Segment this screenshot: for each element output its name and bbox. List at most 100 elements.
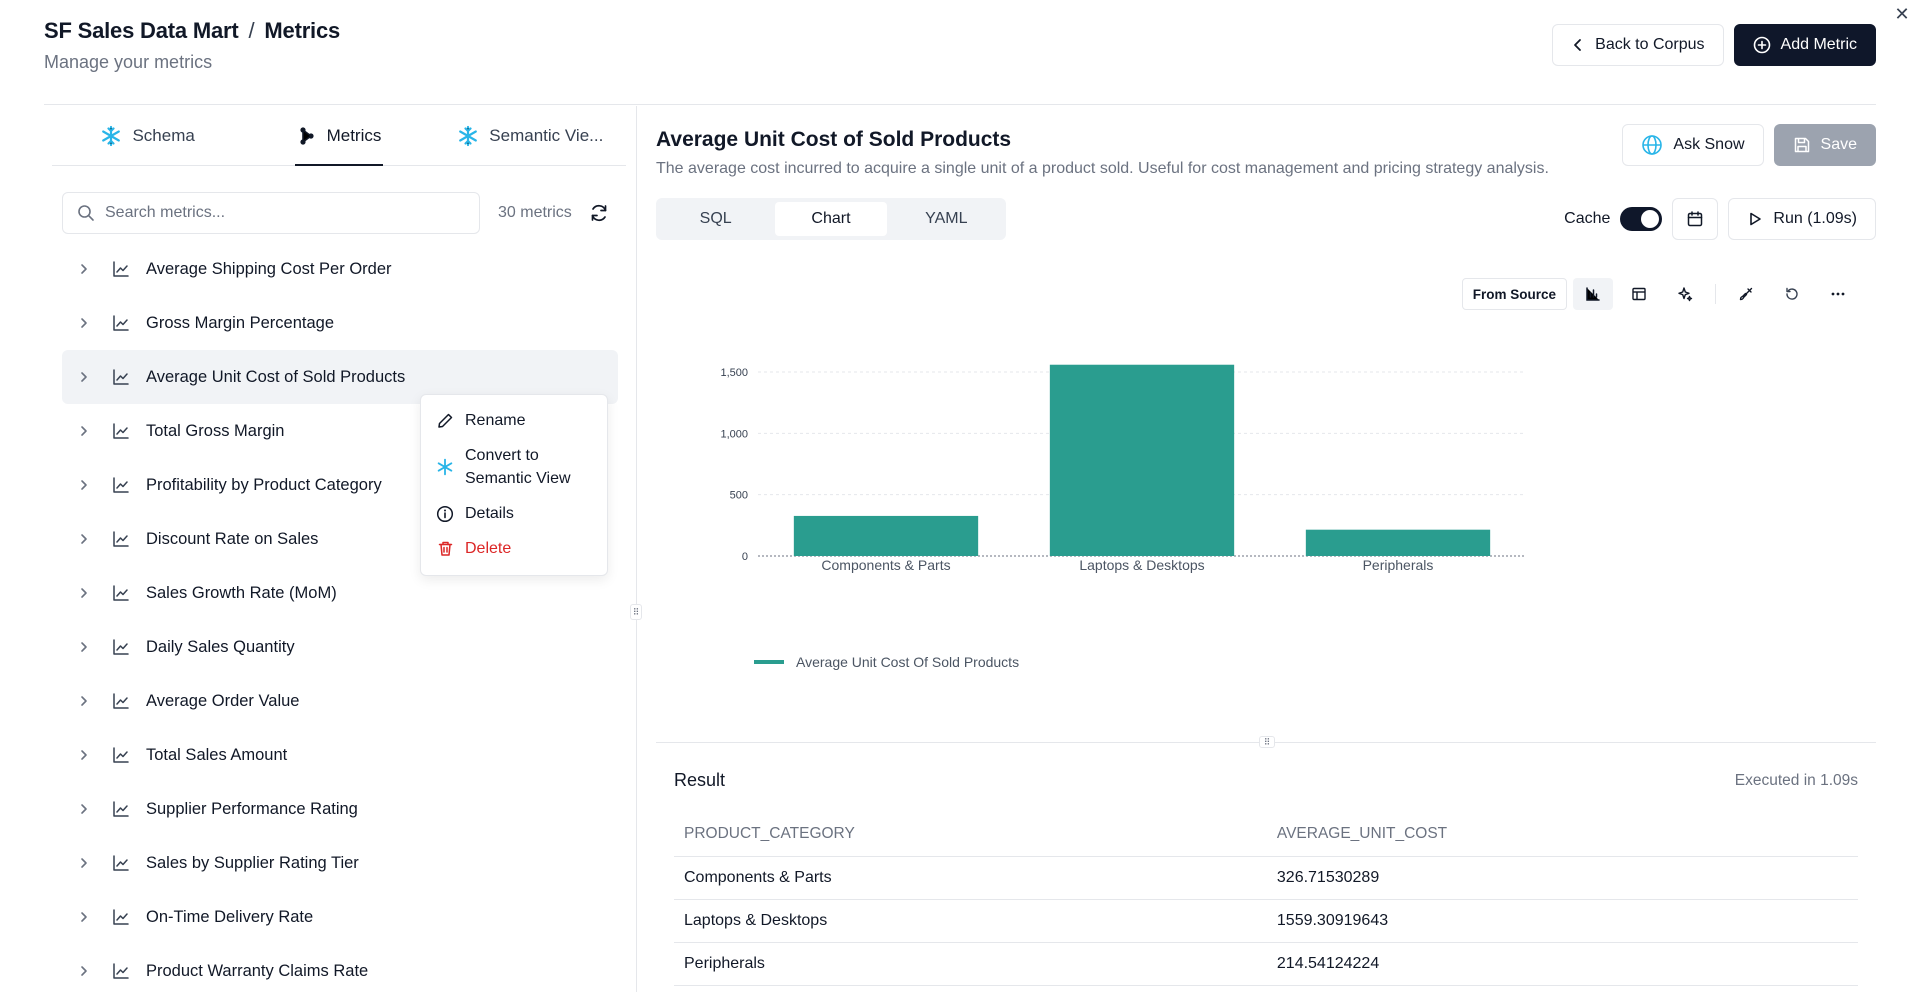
ask-snow-button[interactable]: Ask Snow xyxy=(1622,124,1764,166)
menu-item-convert[interactable]: Convert to Semantic View xyxy=(421,438,607,496)
metric-title: Average Unit Cost of Sold Products xyxy=(656,128,1012,151)
list-item[interactable]: Average Shipping Cost Per Order xyxy=(62,242,618,296)
column-header[interactable]: AVERAGE_UNIT_COST xyxy=(1266,812,1858,857)
menu-item-delete[interactable]: Delete xyxy=(421,531,607,566)
metric-detail-panel: Average Unit Cost of Sold Products The a… xyxy=(656,106,1876,992)
list-item[interactable]: Discount Rate on Sales xyxy=(62,512,618,566)
list-item[interactable]: Daily Sales Quantity xyxy=(62,620,618,674)
tab-metrics[interactable]: Metrics xyxy=(243,106,434,165)
list-item[interactable]: Sales by Supplier Rating Tier xyxy=(62,836,618,890)
search-placeholder: Search metrics... xyxy=(105,204,226,221)
more-options-icon[interactable] xyxy=(1818,278,1858,310)
line-chart-icon xyxy=(106,746,136,764)
metric-name: Product Warranty Claims Rate xyxy=(146,961,369,980)
x-tick-label: Components & Parts xyxy=(821,557,950,573)
trash-icon xyxy=(435,537,455,560)
list-item[interactable]: Gross Margin Percentage xyxy=(62,296,618,350)
list-item[interactable]: Product Warranty Claims Rate xyxy=(62,944,618,992)
reset-icon[interactable] xyxy=(1772,278,1812,310)
y-tick-label: 1,500 xyxy=(720,367,748,379)
tab-schema[interactable]: Schema xyxy=(52,106,243,165)
nodes-icon xyxy=(299,126,314,145)
refresh-icon[interactable] xyxy=(588,202,610,224)
paintbrush-icon[interactable] xyxy=(1726,278,1766,310)
chevron-right-icon[interactable] xyxy=(62,263,106,275)
chevron-right-icon[interactable] xyxy=(62,425,106,437)
menu-item-rename[interactable]: Rename xyxy=(421,403,607,438)
ask-snow-label: Ask Snow xyxy=(1673,136,1745,153)
list-item[interactable]: Profitability by Product Category xyxy=(62,458,618,512)
tab-schema-label: Schema xyxy=(132,125,195,145)
save-button[interactable]: Save xyxy=(1773,124,1876,166)
metrics-sidebar: Schema Metrics Semantic Vie... Search me… xyxy=(52,106,626,992)
metric-name: Discount Rate on Sales xyxy=(146,529,319,548)
metric-name: Average Order Value xyxy=(146,691,300,710)
x-tick-label: Peripherals xyxy=(1363,557,1434,573)
list-item[interactable]: On-Time Delivery Rate xyxy=(62,890,618,944)
save-label: Save xyxy=(1820,136,1857,153)
metric-context-menu: Rename Convert to Semantic View Details … xyxy=(420,394,608,576)
line-chart-icon xyxy=(106,638,136,656)
breadcrumb: SF Sales Data Mart / Metrics xyxy=(44,18,1876,44)
calendar-icon xyxy=(1688,211,1703,227)
menu-item-convert-label-1: Convert to xyxy=(465,447,539,464)
breadcrumb-root[interactable]: SF Sales Data Mart xyxy=(44,18,239,43)
line-chart-icon xyxy=(106,422,136,440)
menu-item-details[interactable]: Details xyxy=(421,496,607,531)
tab-chart[interactable]: Chart xyxy=(775,202,887,236)
list-item[interactable]: Supplier Performance Rating xyxy=(62,782,618,836)
chevron-right-icon[interactable] xyxy=(62,695,106,707)
chevron-right-icon[interactable] xyxy=(62,749,106,761)
list-item[interactable]: Total Gross Margin xyxy=(62,404,618,458)
bar-chart-icon[interactable] xyxy=(1573,278,1613,310)
table-view-icon[interactable] xyxy=(1619,278,1659,310)
chevron-right-icon[interactable] xyxy=(62,587,106,599)
tab-yaml[interactable]: YAML xyxy=(925,210,968,227)
executed-time: Executed in 1.09s xyxy=(1734,771,1858,789)
breadcrumb-separator: / xyxy=(248,18,255,43)
search-icon xyxy=(78,205,94,221)
list-item[interactable]: Total Sales Amount xyxy=(62,728,618,782)
y-tick-label: 1,000 xyxy=(720,428,748,440)
line-chart-icon xyxy=(106,962,136,980)
list-item[interactable]: Sales Growth Rate (MoM) xyxy=(62,566,618,620)
run-label: Run (1.09s) xyxy=(1773,210,1857,227)
sparkles-icon[interactable] xyxy=(1665,278,1705,310)
back-to-corpus-button[interactable]: Back to Corpus xyxy=(1552,24,1724,66)
add-metric-button[interactable]: Add Metric xyxy=(1733,24,1876,66)
tab-sql[interactable]: SQL xyxy=(699,210,732,227)
run-button[interactable]: Run (1.09s) xyxy=(1728,198,1876,240)
chevron-right-icon[interactable] xyxy=(62,641,106,653)
line-chart-icon xyxy=(106,314,136,332)
result-table: PRODUCT_CATEGORY AVERAGE_UNIT_COST Compo… xyxy=(674,812,1858,986)
chevron-right-icon[interactable] xyxy=(62,803,106,815)
chevron-right-icon[interactable] xyxy=(62,857,106,869)
tab-semantic-views[interactable]: Semantic Vie... xyxy=(435,106,626,165)
metrics-count: 30 metrics xyxy=(498,204,572,221)
list-item[interactable]: Average Order Value xyxy=(62,674,618,728)
chevron-right-icon[interactable] xyxy=(62,317,106,329)
page-subtitle: Manage your metrics xyxy=(44,52,213,72)
bar xyxy=(793,515,979,556)
column-header[interactable]: PRODUCT_CATEGORY xyxy=(674,812,1267,857)
chevron-right-icon[interactable] xyxy=(62,479,106,491)
chevron-right-icon[interactable] xyxy=(62,371,106,383)
chevron-right-icon[interactable] xyxy=(62,911,106,923)
panel-divider xyxy=(636,106,637,992)
cache-toggle[interactable] xyxy=(1620,207,1663,231)
search-input[interactable]: Search metrics... xyxy=(62,192,480,234)
page-header: SF Sales Data Mart / Metrics Manage your… xyxy=(44,18,1876,90)
chevron-right-icon[interactable] xyxy=(62,965,106,977)
from-source-button[interactable]: From Source xyxy=(1461,278,1567,310)
close-icon[interactable]: ✕ xyxy=(1894,3,1910,24)
metric-name: Daily Sales Quantity xyxy=(146,637,295,656)
sidebar-tabs: Schema Metrics Semantic Vie... xyxy=(52,106,626,166)
table-row: Components & Parts 326.71530289 xyxy=(674,856,1858,900)
metric-name: Total Gross Margin xyxy=(146,421,285,440)
metric-name: On-Time Delivery Rate xyxy=(146,907,314,926)
schedule-button[interactable] xyxy=(1672,198,1719,240)
chevron-right-icon[interactable] xyxy=(62,533,106,545)
resize-handle-horizontal[interactable]: ⠿ xyxy=(1259,736,1275,748)
line-chart-icon xyxy=(106,476,136,494)
resize-handle-vertical[interactable]: ⠿ xyxy=(630,604,642,620)
